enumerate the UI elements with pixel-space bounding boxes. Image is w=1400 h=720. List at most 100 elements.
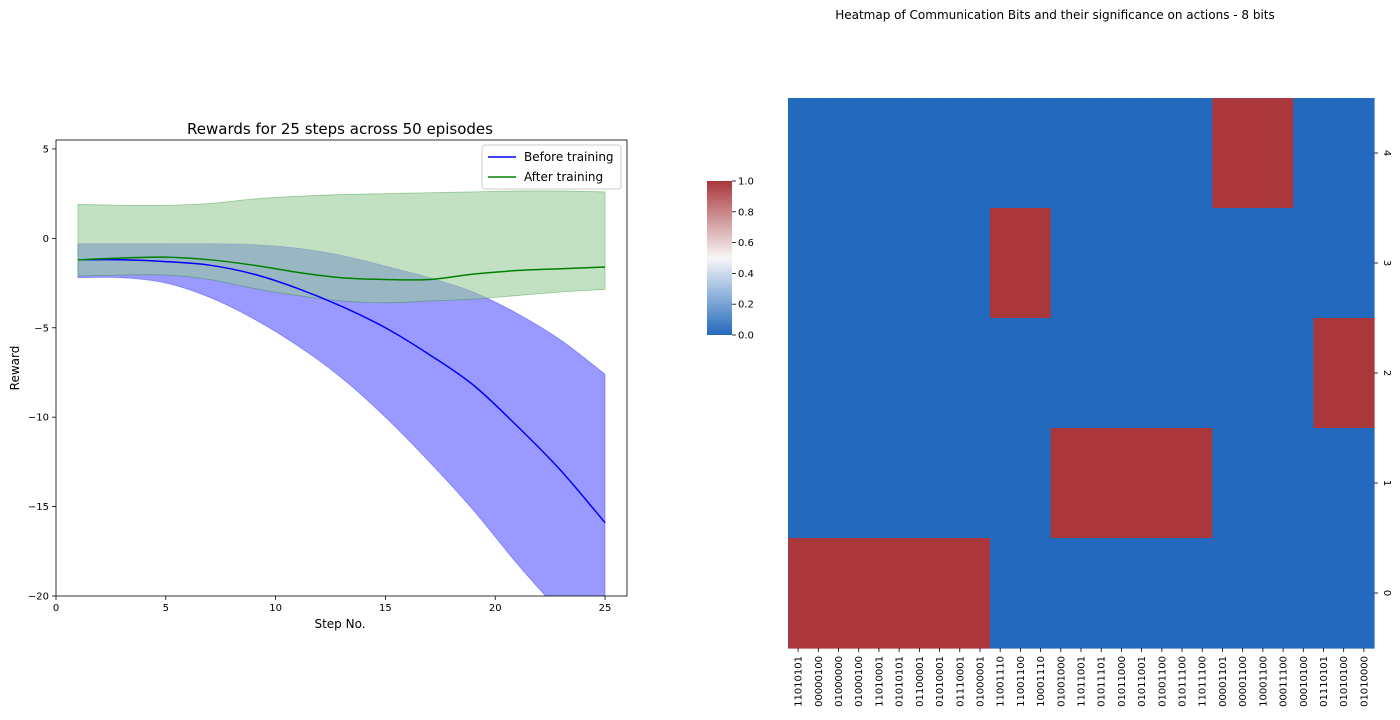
heatmap-x-tick-label: 01011100 xyxy=(1178,656,1189,707)
heatmap-cell xyxy=(889,538,910,649)
heatmap-cell xyxy=(828,428,850,539)
heatmap-cell xyxy=(1091,208,1112,319)
heatmap-cell xyxy=(1252,538,1274,649)
legend-label-after-training: After training xyxy=(524,170,603,184)
heatmap-cell xyxy=(1010,538,1032,649)
heatmap-x-tick-label: 01011101 xyxy=(1097,656,1108,707)
heatmap-cell xyxy=(889,428,910,539)
heatmap-y-tick-label: 4 xyxy=(1381,150,1392,156)
heatmap-cell xyxy=(1050,538,1072,649)
heatmap-x-tick-label: 01010001 xyxy=(935,656,946,707)
heatmap-x-tick-label: 10001110 xyxy=(1036,656,1047,707)
heatmap-cell xyxy=(1151,98,1173,209)
heatmap-x-tick-label: 00011100 xyxy=(1279,656,1290,707)
heatmap-x-tick-label: 01011000 xyxy=(1117,656,1128,707)
x-tick-label: 25 xyxy=(599,603,612,614)
heatmap-cell xyxy=(1010,208,1032,319)
colorbar-tick-label: 1.0 xyxy=(738,177,754,188)
y-axis-label: Reward xyxy=(8,346,22,391)
line-plot-frame xyxy=(55,139,628,597)
heatmap-cell xyxy=(1333,208,1355,319)
heatmap-cell xyxy=(1293,538,1314,649)
heatmap-cell xyxy=(1212,98,1234,209)
heatmap-cell xyxy=(929,318,951,429)
heatmap-cell xyxy=(929,428,951,539)
heatmap-cell xyxy=(1171,318,1193,429)
heatmap-cell xyxy=(1131,538,1153,649)
heatmap-cell xyxy=(1091,318,1112,429)
heatmap-x-tick-label: 01110001 xyxy=(955,656,966,707)
x-tick-label: 0 xyxy=(53,603,59,614)
heatmap-cell xyxy=(929,538,951,649)
heatmap-cell xyxy=(1353,208,1375,319)
heatmap-cell xyxy=(1333,318,1355,429)
heatmap-cell xyxy=(1091,538,1112,649)
heatmap-cell xyxy=(909,98,931,209)
heatmap-cell xyxy=(1272,208,1294,319)
heatmap-cell xyxy=(1313,98,1335,209)
heatmap-cell xyxy=(828,538,850,649)
heatmap-cell xyxy=(949,98,971,209)
heatmap-cell xyxy=(1252,318,1274,429)
heatmap-cell xyxy=(1151,428,1173,539)
heatmap-cell xyxy=(1131,428,1153,539)
heatmap-cell xyxy=(990,538,1011,649)
heatmap-cell xyxy=(1232,318,1254,429)
heatmap-cell xyxy=(1192,318,1213,429)
heatmap-cell xyxy=(889,318,910,429)
heatmap-cell xyxy=(1070,208,1092,319)
heatmap-cell xyxy=(1131,98,1153,209)
colorbar-tick-label: 0.0 xyxy=(738,331,754,342)
x-tick-label: 20 xyxy=(489,603,502,614)
heatmap-x-tick-label: 01010100 xyxy=(1339,656,1350,707)
heatmap-cell xyxy=(1070,428,1092,539)
heatmap-cell xyxy=(1272,538,1294,649)
heatmap-x-tick-label: 01100001 xyxy=(915,656,926,707)
heatmap-cell xyxy=(1131,208,1153,319)
heatmap-cell xyxy=(969,98,991,209)
heatmap-cell xyxy=(1293,208,1314,319)
heatmap-x-tick-label: 01001000 xyxy=(1056,656,1067,707)
heatmap-cell xyxy=(1293,318,1314,429)
colorbar-gradient xyxy=(707,181,732,335)
colorbar-tick-label: 0.2 xyxy=(738,300,754,311)
legend-label-before-training: Before training xyxy=(524,150,614,164)
heatmap-cell xyxy=(1111,428,1133,539)
heatmap-cell xyxy=(808,428,830,539)
heatmap-cell xyxy=(1212,208,1234,319)
heatmap-y-tick-label: 1 xyxy=(1381,480,1392,486)
y-tick-label: 0 xyxy=(43,234,49,245)
heatmap-x-tick-label: 00001101 xyxy=(1218,656,1229,707)
heatmap-cell xyxy=(1151,538,1173,649)
y-tick-label: −5 xyxy=(34,323,49,334)
heatmap-cell xyxy=(1313,538,1335,649)
heatmap-cell xyxy=(1030,428,1052,539)
x-tick-label: 10 xyxy=(269,603,282,614)
heatmap-x-tick-label: 11011001 xyxy=(1077,656,1088,707)
heatmap-x-tick-label: 01010000 xyxy=(1359,656,1370,707)
heatmap-cell xyxy=(990,208,1011,319)
heatmap-cell xyxy=(969,428,991,539)
heatmap-cell xyxy=(1313,318,1335,429)
heatmap-cell xyxy=(868,98,890,209)
heatmap-cell xyxy=(889,208,910,319)
heatmap-x-tick-label: 01000100 xyxy=(854,656,865,707)
heatmap-cell xyxy=(788,318,809,429)
heatmap-cell xyxy=(1192,538,1213,649)
heatmap-cell xyxy=(1050,428,1072,539)
colorbar-tick-label: 0.8 xyxy=(738,207,754,218)
heatmap-cell xyxy=(990,98,1011,209)
heatmap-cell xyxy=(1272,98,1294,209)
heatmap-cell xyxy=(788,428,809,539)
heatmap-cell xyxy=(848,98,870,209)
line-chart-title: Rewards for 25 steps across 50 episodes xyxy=(187,120,493,138)
heatmap-cell xyxy=(1091,98,1112,209)
heatmap-cell xyxy=(909,428,931,539)
heatmap-cell xyxy=(1333,538,1355,649)
heatmap-cell xyxy=(1232,428,1254,539)
colorbar: 1.0 0.8 0.6 0.4 0.2 0.0 xyxy=(707,177,754,342)
heatmap-cell xyxy=(1151,318,1173,429)
x-tick-label: 15 xyxy=(379,603,392,614)
heatmap-x-tick-label: 11010001 xyxy=(874,656,885,707)
